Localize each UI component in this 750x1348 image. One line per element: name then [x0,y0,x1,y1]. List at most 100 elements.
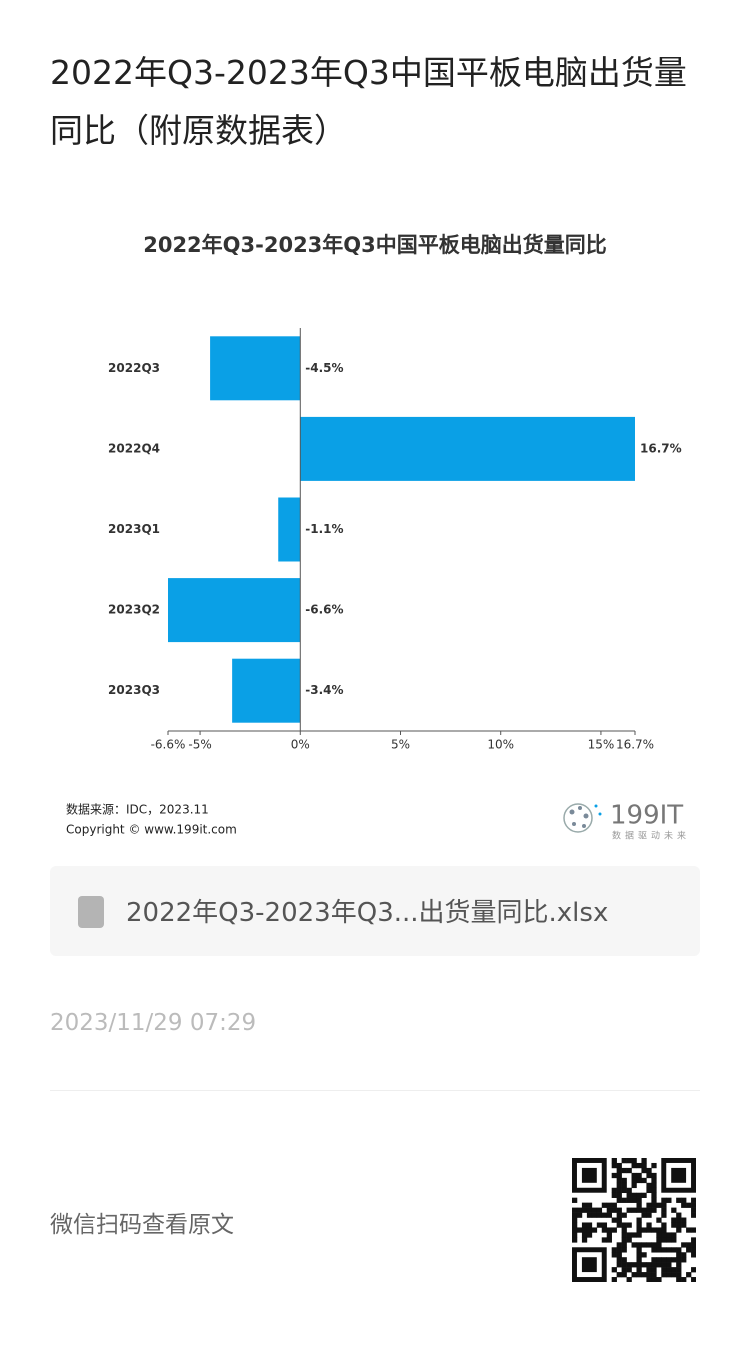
qr-module [596,1212,603,1218]
source: 数据来源：IDC，2023.11 [66,802,209,817]
qr-module [671,1222,677,1228]
qr-module [676,1252,682,1258]
qr-module [676,1247,682,1253]
qr-module [581,1237,588,1243]
qr-module [666,1197,672,1203]
qr-module [651,1227,657,1233]
qr-finder [581,1257,597,1273]
qr-finder [671,1167,687,1183]
qr-module [631,1232,637,1238]
qr-module [671,1257,677,1263]
qr-module [671,1217,677,1223]
qr-module [676,1262,682,1268]
qr-module [621,1182,627,1189]
logo-mark [563,803,602,833]
qr-module [611,1192,617,1198]
qr-module [636,1252,642,1258]
qr-module [656,1262,662,1268]
qr-module [646,1277,652,1282]
qr-module [676,1272,682,1278]
qr-module [616,1172,622,1179]
logo-slogan: 数据驱动未来 [612,830,690,842]
qr-module [651,1172,657,1179]
qr-module [591,1212,598,1218]
qr-module [576,1212,583,1218]
qr-module [611,1247,617,1253]
qr-module [656,1277,662,1282]
x-tick-label: -5% [188,738,211,752]
y-tick-label: 2023Q2 [108,603,160,617]
qr-module [646,1187,652,1194]
qr-module [661,1267,667,1273]
qr-module [661,1207,667,1213]
qr-module [641,1262,647,1268]
qr-module [616,1262,622,1268]
qr-module [661,1197,667,1203]
qr-module [641,1242,647,1248]
qr-module [616,1167,622,1174]
qr-module [631,1182,637,1189]
qr-module [601,1222,608,1228]
qr-module [666,1232,672,1238]
qr-module [676,1227,682,1233]
qr-module [581,1222,588,1228]
qr-module [656,1247,662,1253]
qr-module [616,1217,622,1223]
qr-module [676,1217,682,1223]
date: 2023/11/29 07:29 [50,1010,257,1036]
qr-module [572,1232,578,1238]
qr-module [616,1247,622,1253]
qr-module [681,1277,687,1282]
qr-module [646,1267,652,1273]
attachment-card[interactable]: 2022年Q3-2023年Q3...出货量同比.xlsx [50,866,700,956]
qr-module [611,1187,617,1194]
qr-module [611,1172,617,1179]
qr-module [641,1177,647,1184]
qr-module [686,1247,692,1253]
qr-module [616,1272,622,1278]
chart-title: 2022年Q3-2023年Q3中国平板电脑出货量同比 [143,233,607,257]
qr-module [626,1187,632,1194]
qr-module [681,1217,687,1223]
qr-module [646,1202,652,1208]
qr-module [626,1232,632,1238]
qr-module [656,1227,662,1233]
qr-module [651,1202,657,1208]
qr-module [681,1257,687,1263]
attachment-name[interactable]: 2022年Q3-2023年Q3...出货量同比.xlsx [126,898,609,928]
qr-module [636,1267,642,1273]
qr-module [626,1158,632,1164]
qr-module [626,1192,632,1198]
bar [210,336,301,401]
qr-module [651,1187,657,1194]
qr-module [606,1212,612,1218]
qr-module [581,1202,588,1208]
qr-module [661,1262,667,1268]
qr-module [606,1202,612,1208]
qr-module [596,1222,603,1228]
qr-module [661,1222,667,1228]
qr-module [671,1247,677,1253]
qr-module [646,1222,652,1228]
qr-module [681,1242,687,1248]
copyright: Copyright © www.199it.com [66,823,237,837]
qr-module [581,1227,588,1233]
qr-module [641,1192,647,1198]
qr-module [611,1277,617,1282]
qr-module [636,1262,642,1268]
qr-module [621,1197,627,1203]
qr-code[interactable] [572,1158,696,1282]
qr-module [636,1227,642,1233]
qr-module [651,1247,657,1253]
qr-module [636,1217,642,1223]
qr-module [646,1172,652,1179]
qr-module [621,1177,627,1184]
qr-module [572,1217,578,1223]
qr-module [681,1202,687,1208]
qr-module [671,1232,677,1238]
qr-module [686,1242,692,1248]
qr-module [641,1158,647,1164]
y-tick-label: 2022Q4 [108,441,160,455]
qr-module [636,1242,642,1248]
qr-module [666,1247,672,1253]
